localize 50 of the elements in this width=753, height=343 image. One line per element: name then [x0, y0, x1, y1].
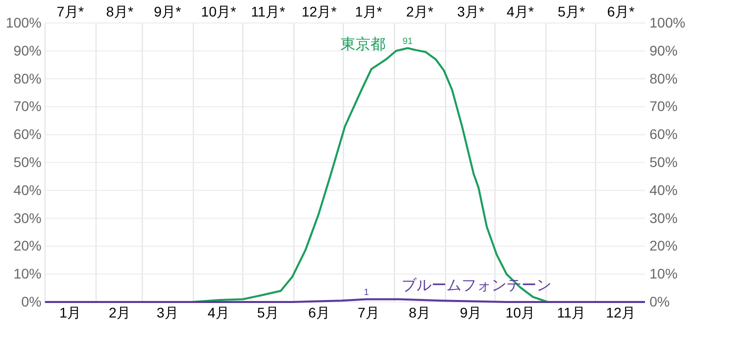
x-tick-label: 12月: [606, 304, 636, 320]
x2-tick-label: 10月*: [201, 4, 237, 20]
y-tick-label: 0%: [21, 294, 42, 310]
x2-tick-label: 5月*: [558, 4, 586, 20]
x2-tick-label: 6月*: [607, 4, 635, 20]
y2-tick-label: 20%: [650, 238, 678, 254]
y-tick-label: 30%: [13, 210, 42, 226]
y-tick-label: 20%: [13, 238, 42, 254]
x-tick-label: 2月: [108, 304, 131, 320]
x-tick-label: 3月: [156, 304, 178, 320]
series-label: 東京都: [340, 36, 386, 54]
y-tick-label: 50%: [13, 154, 42, 170]
y-tick-label: 40%: [13, 182, 42, 198]
y2-tick-label: 80%: [650, 70, 678, 86]
x2-tick-label: 11月*: [251, 4, 286, 20]
y2-tick-label: 100%: [650, 14, 686, 30]
x2-tick-label: 2月*: [406, 4, 434, 20]
x2-tick-label: 12月*: [302, 4, 338, 20]
y-tick-label: 90%: [13, 42, 42, 58]
y2-tick-label: 70%: [650, 98, 678, 114]
x-tick-label: 5月: [257, 304, 279, 320]
y-tick-label: 70%: [13, 98, 42, 114]
x2-tick-label: 3月*: [457, 4, 485, 20]
y-tick-label: 80%: [13, 70, 42, 86]
x-tick-label: 8月: [408, 304, 431, 320]
x-tick-label: 4月: [208, 304, 230, 320]
y2-tick-label: 60%: [650, 126, 678, 142]
x-tick-label: 11月: [557, 304, 586, 320]
x-tick-label: 9月: [460, 304, 482, 320]
y2-tick-label: 10%: [650, 266, 678, 282]
y-tick-label: 60%: [13, 126, 42, 142]
x-tick-label: 10月: [505, 304, 536, 320]
series-label: ブルームフォンテーン: [401, 277, 552, 294]
x2-tick-label: 1月*: [354, 4, 383, 20]
x2-tick-label: 9月*: [154, 4, 182, 20]
annotation: 91: [402, 36, 413, 46]
x-tick-label: 1月: [59, 304, 82, 320]
y2-tick-label: 30%: [650, 210, 678, 226]
x-tick-label: 6月: [308, 304, 330, 320]
x2-tick-label: 4月*: [506, 4, 534, 20]
y-tick-label: 100%: [6, 14, 42, 30]
x-tick-label: 7月: [358, 304, 380, 320]
annotation: 1: [364, 287, 369, 298]
y2-tick-label: 0%: [650, 294, 670, 310]
y2-tick-label: 50%: [650, 154, 678, 170]
y2-tick-label: 40%: [650, 182, 678, 198]
x2-tick-label: 8月*: [106, 4, 134, 20]
y-tick-label: 10%: [13, 266, 42, 282]
x2-tick-label: 7月*: [56, 4, 84, 20]
y2-tick-label: 90%: [650, 42, 678, 58]
